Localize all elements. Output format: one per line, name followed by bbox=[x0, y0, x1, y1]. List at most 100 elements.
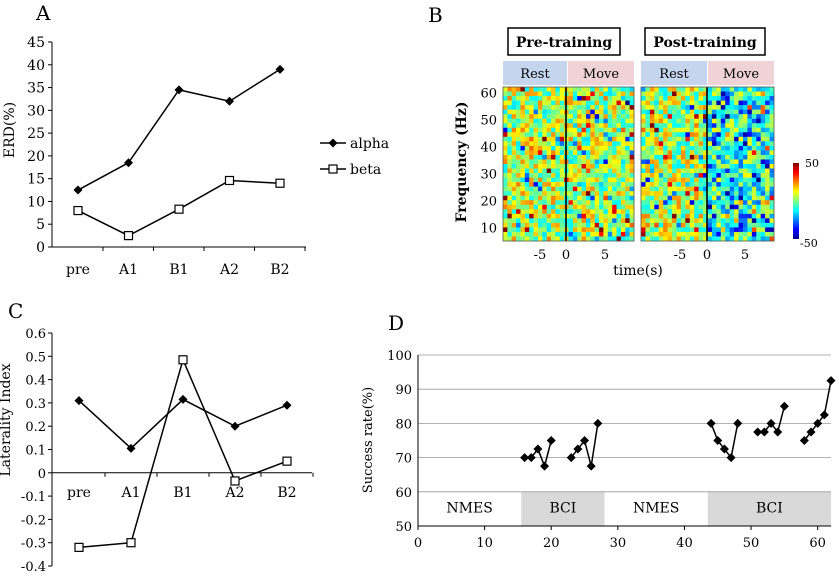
heatmap-cell bbox=[711, 218, 717, 224]
heatmap-cell bbox=[590, 132, 595, 138]
panel-d-point bbox=[753, 427, 763, 437]
heatmap-cell bbox=[581, 109, 587, 115]
heatmap-cell bbox=[742, 87, 748, 92]
heatmap-cell bbox=[649, 209, 655, 215]
heatmap-cell bbox=[524, 186, 530, 192]
heatmap-cell bbox=[581, 114, 587, 120]
heatmap-cell bbox=[751, 204, 757, 210]
heatmap-cell bbox=[685, 96, 691, 101]
heatmap-cell bbox=[616, 231, 622, 237]
heatmap-cell bbox=[599, 127, 604, 133]
heatmap-cell bbox=[703, 182, 708, 187]
heatmap-cell bbox=[663, 96, 668, 101]
heatmap-cell bbox=[751, 141, 757, 147]
heatmap-cell bbox=[524, 154, 530, 160]
heatmap-cell bbox=[676, 227, 682, 233]
heatmap-cell bbox=[738, 173, 744, 178]
heatmap-cell bbox=[649, 100, 655, 106]
heatmap-cell bbox=[612, 186, 617, 192]
heatmap-cell bbox=[585, 177, 591, 183]
heatmap-cell bbox=[594, 200, 600, 206]
heatmap-cell bbox=[542, 213, 547, 219]
heatmap-cell bbox=[703, 195, 708, 201]
heatmap-cell bbox=[658, 204, 664, 210]
heatmap-cell bbox=[663, 159, 668, 165]
heatmap-cell bbox=[649, 91, 655, 97]
heatmap-cell bbox=[599, 141, 604, 147]
heatmap-cell bbox=[716, 141, 722, 147]
heatmap-cell bbox=[572, 186, 578, 192]
heatmap-cell bbox=[529, 127, 534, 133]
heatmap-cell bbox=[725, 182, 730, 187]
heatmap-cell bbox=[555, 132, 561, 138]
heatmap-cell bbox=[654, 213, 660, 219]
heatmap-cell bbox=[698, 236, 704, 242]
heatmap-cell bbox=[503, 182, 508, 187]
heatmap-cell bbox=[734, 154, 739, 160]
heatmap-cell bbox=[641, 182, 646, 187]
heatmap-cell bbox=[529, 177, 534, 183]
heatmap-cell bbox=[555, 218, 561, 224]
heatmap-cell bbox=[663, 177, 668, 183]
heatmap-cell bbox=[629, 195, 635, 201]
heatmap-cell bbox=[516, 182, 521, 187]
heatmap-cell bbox=[511, 182, 517, 187]
heatmap-cell bbox=[676, 164, 682, 169]
heatmap-cell bbox=[769, 127, 775, 133]
heatmap-cell bbox=[581, 118, 587, 124]
heatmap-cell bbox=[585, 105, 591, 110]
heatmap-cell bbox=[742, 186, 748, 192]
heatmap-cell bbox=[765, 186, 770, 192]
heatmap-cell bbox=[577, 109, 582, 115]
heatmap-cell bbox=[585, 173, 591, 178]
heatmap-cell bbox=[524, 105, 530, 110]
heatmap-cell bbox=[769, 173, 775, 178]
heatmap-cell bbox=[612, 236, 617, 242]
heatmap-cell bbox=[645, 118, 651, 124]
heatmap-cell bbox=[645, 164, 651, 169]
heatmap-cell bbox=[738, 209, 744, 215]
heatmap-cell bbox=[594, 222, 600, 228]
heatmap-cell bbox=[625, 118, 630, 124]
heatmap-cell bbox=[667, 213, 673, 219]
heatmap-cell bbox=[590, 227, 595, 233]
heatmap-cell bbox=[503, 159, 508, 165]
heatmap-cell bbox=[663, 87, 668, 92]
heatmap-cell bbox=[581, 182, 587, 187]
heatmap-cell bbox=[756, 114, 761, 120]
heatmap-cell bbox=[546, 114, 552, 120]
heatmap-cell bbox=[676, 209, 682, 215]
heatmap-cell bbox=[649, 105, 655, 110]
heatmap-cell bbox=[511, 127, 517, 133]
heatmap-cell bbox=[577, 177, 582, 183]
heatmap-cell bbox=[581, 123, 587, 129]
heatmap-cell bbox=[546, 132, 552, 138]
heatmap-cell bbox=[760, 145, 766, 151]
heatmap-cell bbox=[603, 195, 609, 201]
heatmap-cell bbox=[725, 159, 730, 165]
heatmap-cell bbox=[524, 100, 530, 106]
heatmap-cell bbox=[734, 132, 739, 138]
heatmap-cell bbox=[641, 236, 646, 242]
heatmap-cell bbox=[524, 114, 530, 120]
heatmap-cell bbox=[551, 154, 556, 160]
heatmap-cell bbox=[711, 177, 717, 183]
heatmap-cell bbox=[742, 195, 748, 201]
heatmap-cell bbox=[725, 222, 730, 228]
heatmap-cell bbox=[551, 127, 556, 133]
heatmap-cell bbox=[747, 100, 753, 106]
heatmap-cell bbox=[533, 222, 539, 228]
heatmap-cell bbox=[676, 141, 682, 147]
heatmap-cell bbox=[568, 145, 574, 151]
heatmap-cell bbox=[599, 213, 604, 219]
heatmap-cell bbox=[689, 150, 695, 156]
heatmap-cell bbox=[645, 186, 651, 192]
panel-a-alpha-point bbox=[225, 96, 234, 106]
heatmap-cell bbox=[698, 173, 704, 178]
heatmap-cell bbox=[555, 164, 561, 169]
heatmap-cell bbox=[707, 164, 713, 169]
heatmap-cell bbox=[625, 159, 630, 165]
heatmap-cell bbox=[625, 191, 630, 197]
heatmap-cell bbox=[568, 118, 574, 124]
